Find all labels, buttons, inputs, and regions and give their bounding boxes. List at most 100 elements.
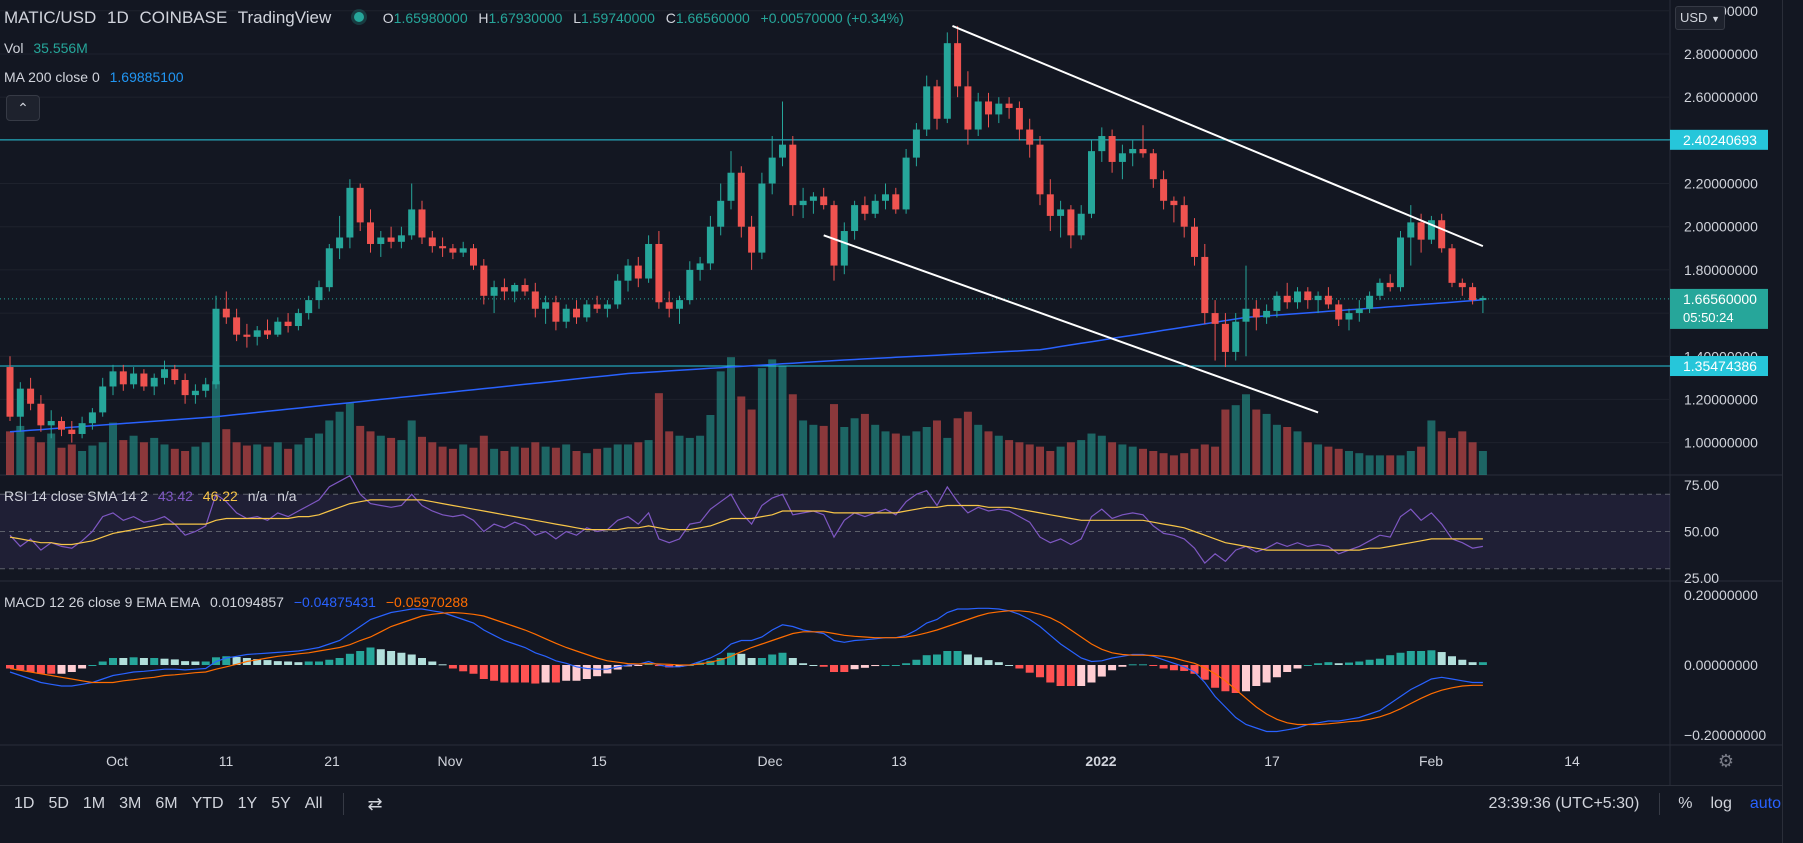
volume-bar bbox=[830, 404, 838, 475]
candle-body bbox=[1283, 295, 1291, 303]
volume-bar bbox=[1221, 409, 1230, 475]
volume-bar bbox=[181, 451, 190, 475]
volume-bar bbox=[438, 446, 447, 475]
chart-canvas[interactable]: 3.000000002.800000002.600000002.40000000… bbox=[0, 0, 1782, 785]
candle-body bbox=[356, 187, 364, 223]
clock[interactable]: 23:39:36 (UTC+5:30) bbox=[1488, 795, 1640, 812]
macd-histogram-bar bbox=[974, 657, 983, 665]
macd-histogram-bar bbox=[78, 665, 87, 669]
macd-histogram-bar bbox=[139, 658, 148, 665]
volume-bar bbox=[448, 448, 457, 475]
timeframe-button[interactable]: 5D bbox=[48, 795, 69, 812]
volume-bar bbox=[335, 411, 344, 475]
volume-bar bbox=[315, 433, 323, 475]
volume-bar bbox=[963, 411, 972, 475]
auto-toggle[interactable]: auto bbox=[1749, 795, 1781, 812]
macd-line-value: −0.04875431 bbox=[293, 594, 376, 610]
volume-bar bbox=[541, 446, 550, 475]
macd-histogram-bar bbox=[922, 655, 931, 665]
volume-bar bbox=[16, 425, 25, 475]
volume-bar bbox=[510, 446, 519, 475]
volume-bar bbox=[757, 368, 766, 475]
macd-histogram-bar bbox=[768, 654, 777, 665]
macd-histogram-bar bbox=[562, 665, 571, 681]
macd-histogram-bar bbox=[418, 658, 426, 665]
candle-body bbox=[1335, 304, 1343, 320]
ma-label: MA 200 close 0 bbox=[4, 69, 100, 85]
date-range-icon[interactable]: ⇄ bbox=[367, 793, 383, 814]
interval[interactable]: 1D bbox=[106, 8, 129, 27]
candle-body bbox=[58, 421, 65, 430]
symbol-name[interactable]: MATIC/USD bbox=[4, 8, 97, 27]
time-axis-label: 11 bbox=[219, 753, 234, 769]
macd-histogram-bar bbox=[479, 665, 488, 679]
volume-bar bbox=[1139, 448, 1147, 475]
macd-histogram-bar bbox=[57, 665, 66, 674]
macd-legend[interactable]: MACD 12 26 close 9 EMA EMA 0.01094857 −0… bbox=[4, 594, 474, 610]
candle-body bbox=[1294, 291, 1301, 303]
candle-body bbox=[1242, 308, 1250, 322]
candle-body bbox=[562, 308, 570, 322]
macd-histogram-bar bbox=[1242, 665, 1250, 692]
ohlc-high-label: H bbox=[478, 10, 489, 26]
candle-body bbox=[995, 103, 1003, 115]
candle-body bbox=[1191, 226, 1198, 257]
volume-bar bbox=[1272, 424, 1281, 475]
candle-body bbox=[1201, 256, 1209, 314]
percent-toggle[interactable]: % bbox=[1678, 795, 1693, 812]
macd-histogram-bar bbox=[88, 665, 97, 666]
candle-body bbox=[1345, 313, 1353, 320]
price-tick-label: 1.20000000 bbox=[1684, 391, 1758, 407]
macd-histogram-bar bbox=[912, 659, 921, 665]
time-axis-label: Nov bbox=[438, 753, 463, 769]
macd-histogram-bar bbox=[26, 665, 35, 672]
currency-select[interactable]: USD ▼ bbox=[1675, 6, 1725, 30]
macd-histogram-bar bbox=[1087, 665, 1096, 683]
macd-histogram-bar bbox=[1221, 665, 1230, 692]
ma-legend[interactable]: MA 200 close 0 1.69885100 bbox=[4, 69, 190, 85]
candle-body bbox=[78, 423, 86, 434]
timeframe-button[interactable]: 6M bbox=[155, 795, 178, 812]
timeframe-button[interactable]: 5Y bbox=[271, 795, 291, 812]
currency-label: USD bbox=[1680, 10, 1708, 25]
macd-histogram-bar bbox=[953, 651, 962, 665]
vol-value: 35.556M bbox=[33, 40, 88, 56]
candle-body bbox=[99, 386, 107, 413]
timeframe-button[interactable]: 3M bbox=[119, 795, 142, 812]
timeframe-button[interactable]: 1Y bbox=[237, 795, 258, 812]
candle-body bbox=[1397, 237, 1404, 288]
volume-bar bbox=[418, 436, 426, 475]
volume-bar bbox=[1242, 394, 1250, 475]
timeframe-button[interactable]: 1D bbox=[14, 795, 35, 812]
macd-histogram-bar bbox=[1190, 665, 1199, 674]
collapse-indicators-button[interactable]: ⌃ bbox=[6, 95, 40, 121]
macd-histogram-bar bbox=[675, 665, 684, 667]
timeframe-button[interactable]: YTD bbox=[191, 795, 224, 812]
candle-body bbox=[1417, 222, 1425, 240]
macd-histogram-bar bbox=[1200, 665, 1209, 680]
rsi-legend[interactable]: RSI 14 close SMA 14 2 43.42 46.22 n/a n/… bbox=[4, 488, 303, 504]
macd-histogram-bar bbox=[541, 665, 550, 683]
macd-histogram-bar bbox=[778, 652, 787, 665]
candle-body bbox=[985, 101, 992, 115]
macd-histogram-bar bbox=[1293, 665, 1302, 669]
countdown-label: 05:50:24 bbox=[1683, 310, 1734, 325]
volume-bar bbox=[325, 420, 334, 475]
volume-legend[interactable]: Vol 35.556M bbox=[4, 40, 94, 56]
macd-histogram-bar bbox=[634, 665, 643, 666]
timeframe-button[interactable]: All bbox=[304, 795, 323, 812]
volume-bar bbox=[1180, 453, 1189, 475]
rsi-band-lower: n/a bbox=[277, 488, 297, 504]
candle-body bbox=[748, 226, 756, 253]
candle-body bbox=[1067, 209, 1075, 236]
macd-histogram-bar bbox=[716, 658, 725, 665]
macd-histogram-bar bbox=[1231, 665, 1240, 693]
ohlc-open-label: O bbox=[382, 10, 394, 26]
volume-bar bbox=[150, 437, 159, 475]
macd-hist-value: 0.01094857 bbox=[209, 594, 284, 610]
log-toggle[interactable]: log bbox=[1710, 795, 1732, 812]
volume-bar bbox=[222, 429, 231, 475]
timeframe-button[interactable]: 1M bbox=[82, 795, 106, 812]
volume-bar bbox=[922, 427, 931, 475]
macd-histogram-bar bbox=[356, 651, 365, 665]
